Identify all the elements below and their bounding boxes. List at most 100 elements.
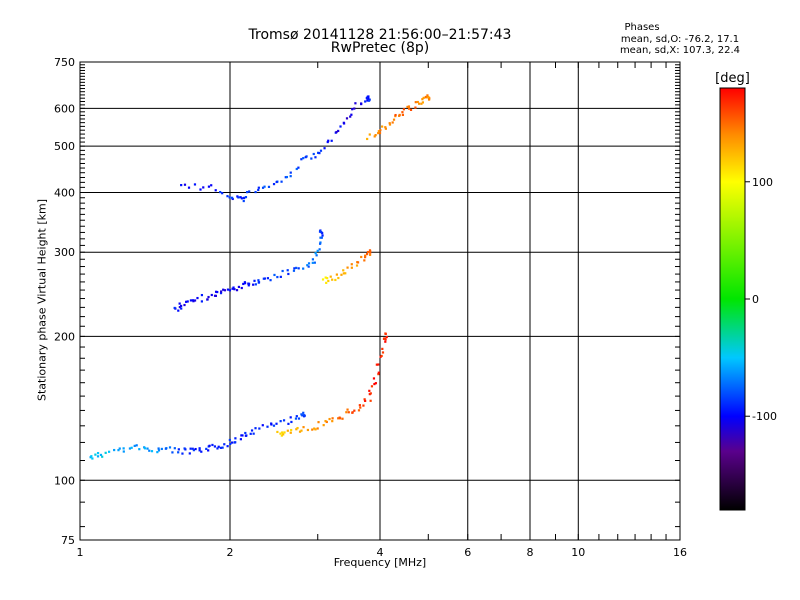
- data-point: [194, 447, 197, 451]
- data-point: [104, 451, 107, 454]
- data-point: [295, 266, 298, 269]
- data-point: [328, 417, 331, 421]
- data-point: [329, 275, 332, 278]
- data-point: [293, 267, 296, 270]
- data-point: [349, 115, 352, 118]
- data-point: [261, 186, 265, 189]
- data-point: [307, 262, 311, 265]
- data-point: [383, 337, 386, 340]
- data-point: [292, 269, 296, 272]
- data-point: [316, 427, 319, 430]
- chart-subtitle: RwPretec (8p): [330, 40, 430, 56]
- data-point: [381, 125, 384, 128]
- colorbar-tick-label: -100: [752, 410, 777, 423]
- data-point: [221, 446, 224, 449]
- data-point: [323, 147, 326, 150]
- data-point: [407, 105, 411, 108]
- data-point: [297, 166, 300, 169]
- data-point: [214, 290, 218, 293]
- data-point: [99, 453, 103, 457]
- data-point: [363, 256, 367, 259]
- data-point: [394, 113, 397, 117]
- data-point: [317, 421, 320, 424]
- data-point: [289, 431, 292, 434]
- data-point: [191, 447, 194, 450]
- data-point: [221, 192, 224, 195]
- data-point: [257, 186, 260, 189]
- data-point: [353, 409, 356, 412]
- data-point: [306, 264, 309, 267]
- x-tick-label: 10: [571, 546, 585, 559]
- data-point: [117, 449, 120, 452]
- data-point: [245, 191, 249, 194]
- data-point: [247, 282, 251, 285]
- data-point: [324, 276, 327, 279]
- data-point: [130, 446, 133, 449]
- data-point: [295, 428, 298, 431]
- data-point: [360, 255, 363, 259]
- data-point: [286, 269, 289, 272]
- data-point: [318, 230, 322, 233]
- data-point: [302, 267, 305, 270]
- data-point: [183, 183, 187, 186]
- data-point: [384, 126, 387, 129]
- phase-stats-title: Phases: [624, 22, 660, 33]
- data-point: [392, 118, 396, 121]
- data-point: [407, 107, 411, 110]
- x-tick-label: 6: [464, 546, 471, 559]
- data-point: [180, 307, 183, 310]
- data-point: [302, 426, 305, 429]
- data-point: [191, 299, 195, 302]
- data-point: [406, 105, 409, 109]
- data-point: [275, 422, 278, 425]
- data-point: [210, 184, 213, 187]
- x-tick-label: 8: [527, 546, 534, 559]
- data-point: [289, 175, 292, 178]
- data-point: [295, 415, 298, 418]
- data-point: [366, 250, 370, 254]
- data-point: [94, 453, 97, 456]
- data-point: [325, 281, 328, 284]
- data-point: [312, 152, 315, 156]
- data-point: [199, 188, 202, 191]
- data-point: [379, 129, 382, 132]
- data-point: [177, 309, 180, 312]
- data-point: [421, 101, 425, 104]
- data-point: [168, 446, 172, 449]
- data-point: [231, 287, 234, 290]
- data-point: [193, 299, 197, 302]
- data-point: [219, 446, 222, 449]
- data-point: [122, 447, 125, 450]
- data-point: [370, 385, 374, 388]
- data-point: [177, 451, 180, 454]
- data-point: [223, 443, 226, 446]
- data-point: [101, 455, 104, 458]
- data-point: [324, 419, 327, 423]
- data-point: [321, 234, 324, 237]
- data-point: [297, 267, 300, 270]
- data-point: [286, 429, 289, 432]
- data-point: [302, 157, 305, 160]
- data-point: [284, 176, 287, 179]
- data-point: [365, 96, 369, 99]
- data-point: [424, 95, 428, 99]
- data-point: [189, 447, 192, 450]
- data-point: [388, 123, 392, 126]
- data-point: [242, 199, 245, 203]
- data-point: [342, 272, 345, 275]
- data-point: [148, 449, 151, 452]
- data-point: [133, 444, 136, 447]
- colorbar-label: [deg]: [715, 71, 750, 86]
- data-point: [325, 420, 328, 424]
- data-point: [353, 107, 356, 110]
- data-point: [281, 431, 284, 434]
- data-point: [418, 102, 421, 105]
- data-point: [421, 98, 424, 101]
- data-point: [233, 288, 236, 291]
- data-point: [363, 398, 366, 401]
- y-tick-label: 300: [54, 246, 75, 259]
- data-point: [402, 108, 406, 111]
- data-point: [160, 447, 163, 451]
- data-point: [369, 251, 372, 254]
- data-point: [128, 447, 132, 450]
